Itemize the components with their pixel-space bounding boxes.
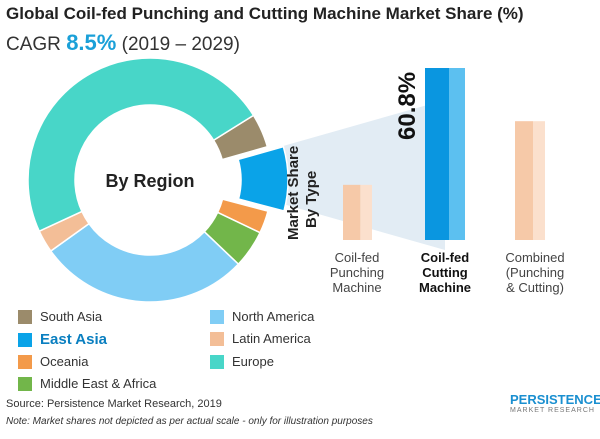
- legend-swatch: [210, 354, 224, 369]
- legend-item: Middle East & Africa: [18, 376, 156, 391]
- bar-3-side: [533, 121, 545, 240]
- bar-label-cutting: Coil-fed Cutting Machine: [418, 250, 471, 295]
- cagr-period: (2019 – 2029): [121, 34, 240, 55]
- legend-label: Latin America: [232, 331, 311, 346]
- cagr-label: CAGR: [6, 34, 61, 55]
- legend-item: Oceania: [18, 354, 88, 369]
- logo: PERSISTENCE MARKET RESEARCH: [510, 392, 600, 414]
- legend-label: Oceania: [40, 354, 89, 369]
- bar-data-label: 60.8%: [394, 72, 421, 140]
- legend-swatch: [18, 309, 32, 324]
- axis-label-2: By Type: [303, 171, 320, 228]
- legend-swatch: [18, 376, 32, 391]
- legend-swatch: [18, 354, 32, 369]
- bar-2-side: [449, 68, 465, 240]
- donut-slice-europe: [27, 57, 255, 233]
- note: Note: Market shares not depicted as per …: [6, 416, 373, 427]
- legend-label: Middle East & Africa: [40, 376, 157, 391]
- bar-1: [343, 184, 361, 240]
- legend-label: Europe: [232, 354, 274, 369]
- center-label: By Region: [105, 171, 194, 191]
- legend-item: Latin America: [210, 331, 311, 346]
- bar-3: [515, 121, 533, 240]
- legend-label: East Asia: [40, 331, 107, 348]
- legend-item: Europe: [210, 354, 274, 369]
- donut-slice-south-asia: [212, 114, 269, 161]
- legend-swatch: [18, 332, 32, 347]
- cagr: CAGR 8.5% (2019 – 2029): [6, 30, 240, 56]
- bar-label-punching: Coil-fed Punching Machine: [329, 250, 385, 295]
- bar-2: [425, 68, 449, 240]
- legend-swatch: [210, 309, 224, 324]
- legend-item: East Asia: [18, 331, 107, 348]
- donut-slice-north-america: [49, 222, 240, 303]
- legend-label: South Asia: [40, 309, 103, 324]
- explode-wedge: [262, 100, 445, 250]
- legend-item: South Asia: [18, 309, 102, 324]
- legend-label: North America: [232, 309, 315, 324]
- donut-slice-east-asia: [237, 145, 289, 212]
- source: Source: Persistence Market Research, 201…: [6, 398, 222, 410]
- chart-title: Global Coil-fed Punching and Cutting Mac…: [6, 4, 524, 23]
- bar-label-combined: Combined (Punching & Cutting): [505, 250, 565, 295]
- legend-item: North America: [210, 309, 314, 324]
- bar-1-side: [360, 184, 372, 240]
- legend-swatch: [210, 331, 224, 346]
- axis-label-1: Market Share: [285, 146, 302, 240]
- cagr-value: 8.5%: [66, 30, 117, 55]
